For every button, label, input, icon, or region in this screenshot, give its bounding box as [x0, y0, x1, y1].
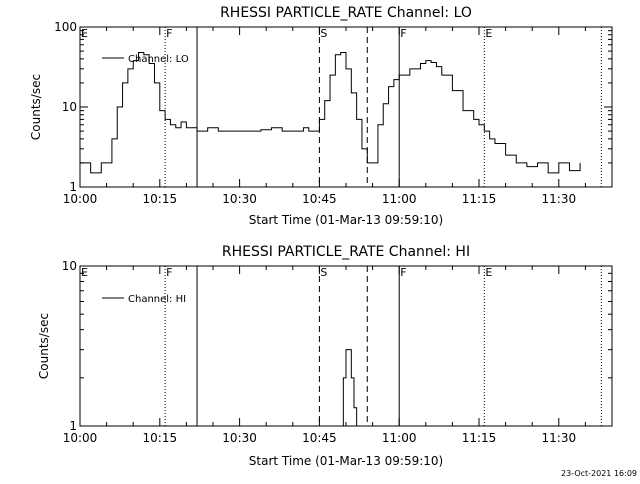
panel-hi-event-label-5: F — [400, 266, 406, 279]
panel-hi-x-tick-label-4: 11:00 — [382, 431, 417, 445]
panel-lo-event-label-0: E — [81, 27, 88, 40]
panel-lo-y-tick-label-2: 100 — [54, 20, 77, 34]
panel-lo-x-tick-label-0: 10:00 — [63, 192, 98, 206]
panel-lo-y-tick-label-0: 1 — [69, 180, 77, 194]
panel-hi-x-tick-label-2: 10:30 — [222, 431, 257, 445]
panel-lo-x-tick-label-6: 11:30 — [542, 192, 577, 206]
panel-lo-y-label: Counts/sec — [29, 74, 43, 140]
panel-hi-event-label-3: S — [320, 266, 327, 279]
panel-hi-y-axis: 1 10 — [62, 259, 612, 433]
panel-lo-y-axis: 1 10 100 — [54, 20, 612, 194]
panel-lo-title: RHESSI PARTICLE_RATE Channel: LO — [220, 5, 472, 21]
panel-lo-series-line-0 — [80, 52, 581, 174]
panel-hi-x-axis: 10:00 10:15 10:30 10:45 11:00 11:15 11:30 — [63, 266, 586, 445]
panel-hi-event-label-1: F — [166, 266, 172, 279]
panel-lo-event-label-3: S — [320, 27, 327, 40]
panel-hi-y-tick-label-1: 10 — [62, 259, 77, 273]
panel-lo-series — [80, 52, 581, 174]
panel-hi-series-line-0 — [340, 349, 358, 427]
panel-hi-x-tick-label-3: 10:45 — [302, 431, 337, 445]
panel-hi-x-tick-label-6: 11:30 — [542, 431, 577, 445]
panel-lo-event-label-6: E — [485, 27, 492, 40]
panel-hi-title: RHESSI PARTICLE_RATE Channel: HI — [222, 244, 470, 260]
panel-hi-x-tick-label-5: 11:15 — [462, 431, 497, 445]
panel-hi-legend: Channel: HI — [102, 294, 186, 305]
panel-hi-y-tick-label-0: 1 — [69, 419, 77, 433]
panel-hi-x-tick-label-0: 10:00 — [63, 431, 98, 445]
panel-lo: RHESSI PARTICLE_RATE Channel: LO E F S F E 1… — [29, 5, 613, 227]
panel-hi-frame — [79, 265, 613, 427]
panel-lo-event-label-1: F — [166, 27, 172, 40]
panel-hi-x-tick-label-1: 10:15 — [143, 431, 178, 445]
panel-lo-x-tick-label-2: 10:30 — [222, 192, 257, 206]
panel-hi-series — [340, 349, 358, 427]
panel-lo-legend-label: Channel: LO — [128, 54, 189, 65]
panel-lo-x-tick-label-3: 10:45 — [302, 192, 337, 206]
panel-lo-event-label-5: F — [400, 27, 406, 40]
panel-hi-legend-label: Channel: HI — [128, 294, 186, 305]
panel-lo-x-tick-label-5: 11:15 — [462, 192, 497, 206]
panel-hi-y-label: Counts/sec — [37, 313, 51, 379]
panel-lo-legend: Channel: LO — [102, 54, 189, 65]
panel-lo-x-tick-label-1: 10:15 — [143, 192, 178, 206]
panel-lo-x-axis: 10:00 10:15 10:30 10:45 11:00 11:15 11:30 — [63, 27, 586, 206]
panel-hi-x-label: Start Time (01-Mar-13 09:59:10) — [249, 454, 443, 468]
panel-lo-x-label: Start Time (01-Mar-13 09:59:10) — [249, 213, 443, 227]
panel-hi-event-label-0: E — [81, 266, 88, 279]
panel-hi: RHESSI PARTICLE_RATE Channel: HI E F S F E 1… — [37, 244, 613, 468]
panel-lo-y-tick-label-1: 10 — [62, 100, 77, 114]
footer-timestamp: 23-Oct-2021 16:09 — [561, 469, 637, 478]
panel-lo-x-tick-label-4: 11:00 — [382, 192, 417, 206]
panel-hi-event-label-6: E — [485, 266, 492, 279]
